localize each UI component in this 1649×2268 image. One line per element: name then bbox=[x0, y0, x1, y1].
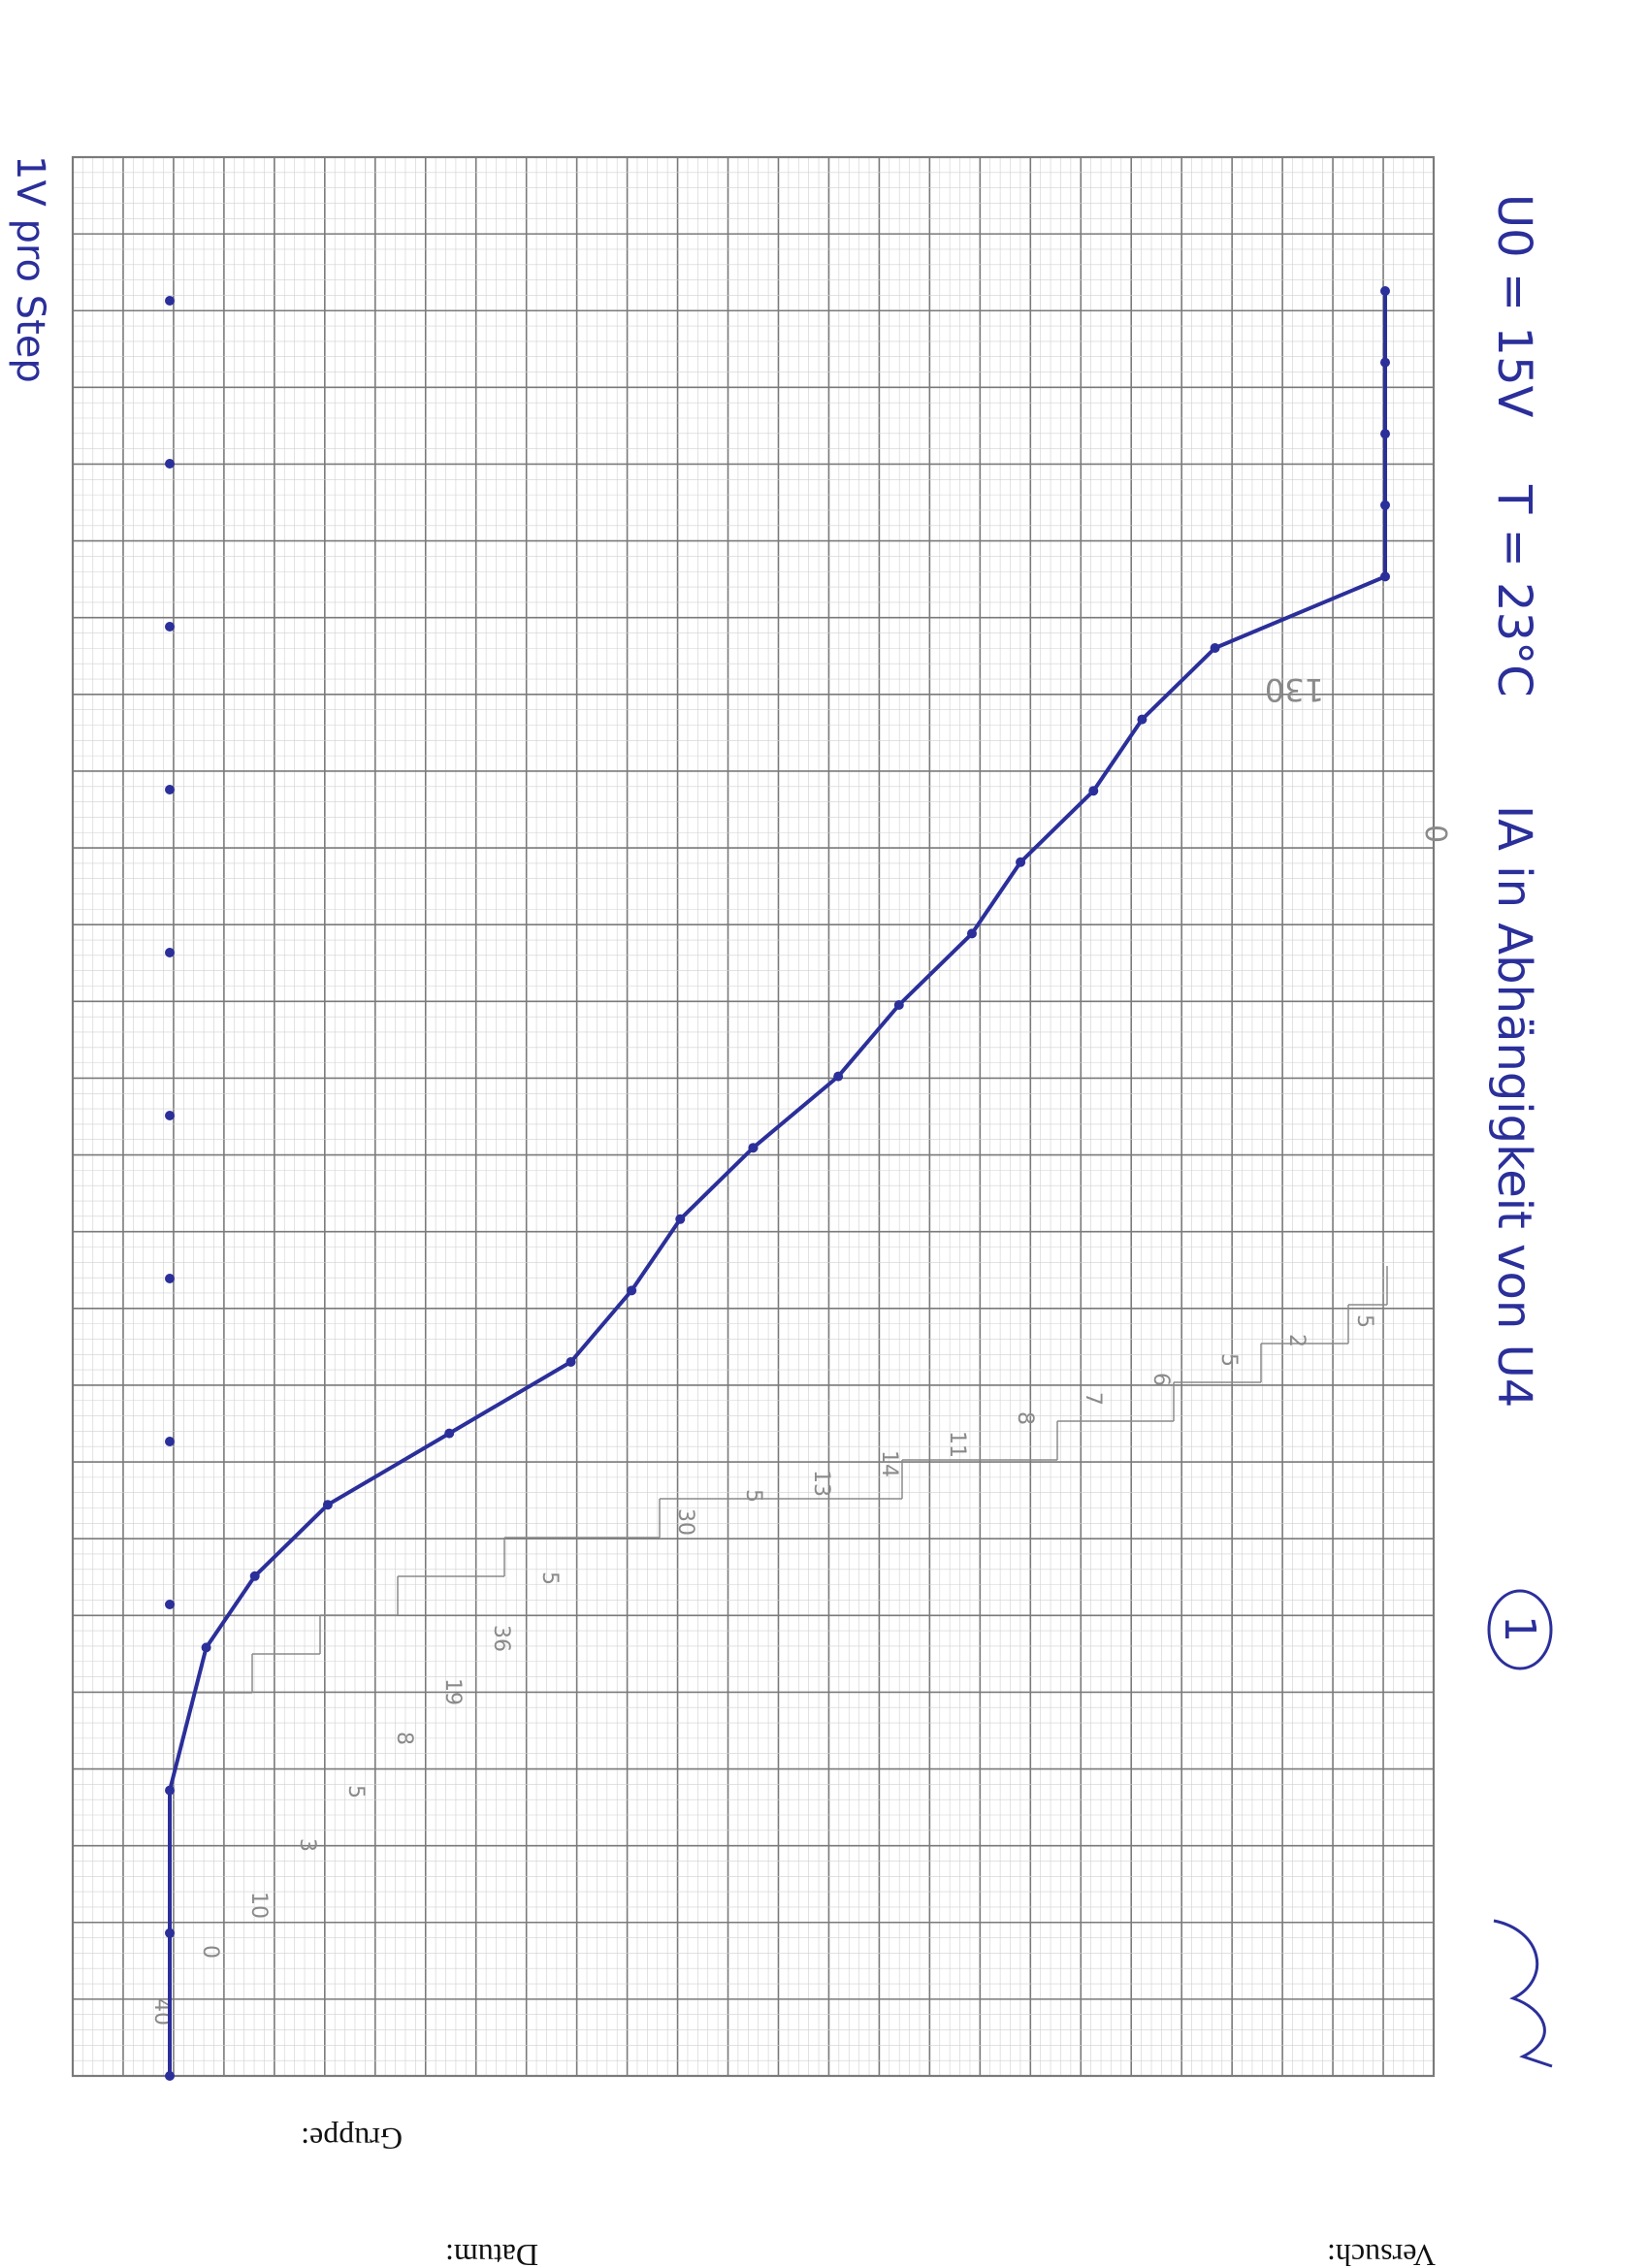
data-point bbox=[1380, 429, 1390, 439]
pencil-step-label: 5 bbox=[741, 1489, 765, 1503]
scale-dot bbox=[165, 1437, 175, 1446]
scale-dot bbox=[165, 1600, 175, 1609]
note-step: 1V pro Step bbox=[8, 155, 52, 383]
data-point bbox=[1088, 786, 1099, 796]
pencil-step-label: 3 bbox=[295, 1838, 319, 1852]
data-point bbox=[893, 1000, 904, 1010]
signature bbox=[1493, 1919, 1553, 2068]
pencil-step-label: 19 bbox=[440, 1678, 465, 1705]
data-point bbox=[1016, 857, 1026, 867]
label-experiment: Versuch: bbox=[1327, 2238, 1436, 2268]
scale-dot bbox=[165, 948, 175, 957]
pencil-step-label: 14 bbox=[877, 1450, 901, 1477]
pencil-step-label: 5 bbox=[537, 1571, 562, 1585]
pencil-step-label: 11 bbox=[945, 1431, 969, 1458]
circled-number-text: 1 bbox=[1495, 1615, 1544, 1642]
pencil-step-label: 13 bbox=[809, 1470, 833, 1497]
pencil-step-label: 2 bbox=[1284, 1334, 1309, 1347]
data-point bbox=[1380, 357, 1390, 368]
data-point bbox=[1210, 643, 1220, 653]
scale-dot bbox=[165, 296, 175, 306]
pencil-step-label: 10 bbox=[246, 1892, 271, 1919]
scale-dot bbox=[165, 1274, 175, 1283]
pencil-step-label: 5 bbox=[1216, 1353, 1241, 1367]
note-temperature: T = 23°C bbox=[1487, 484, 1541, 697]
pencil-step-label: 0 bbox=[198, 1945, 222, 1959]
curve bbox=[165, 286, 1390, 2081]
note-title: IA in Abhängigkeit von U4 bbox=[1487, 805, 1541, 1408]
data-point bbox=[748, 1143, 759, 1153]
series-line bbox=[168, 291, 1387, 2076]
grid-border bbox=[71, 155, 1436, 2078]
circle-mark bbox=[1487, 1589, 1553, 1670]
data-point bbox=[322, 1500, 333, 1510]
pencil-step-label: 8 bbox=[392, 1732, 416, 1745]
pencil-step-label: 5 bbox=[343, 1785, 368, 1798]
data-point bbox=[675, 1214, 686, 1224]
data-point bbox=[627, 1285, 637, 1296]
pencil-step-label: 30 bbox=[673, 1508, 697, 1536]
pencil-step-label: 6 bbox=[1148, 1373, 1173, 1386]
scale-dot bbox=[165, 785, 175, 794]
pencil-step-label: 7 bbox=[1081, 1392, 1105, 1406]
data-point bbox=[833, 1071, 844, 1082]
pencil-label-top-130: 130 bbox=[1265, 671, 1324, 708]
scale-dot bbox=[165, 1111, 175, 1120]
data-point bbox=[201, 1642, 211, 1653]
pencil-label-top-0: 0 bbox=[1418, 825, 1452, 843]
scale-dot bbox=[165, 622, 175, 632]
data-point bbox=[1380, 571, 1390, 582]
data-point bbox=[165, 1785, 175, 1796]
label-date: Datum: bbox=[445, 2238, 538, 2268]
data-point bbox=[1380, 500, 1390, 510]
pencil-step-label: 8 bbox=[1013, 1411, 1037, 1425]
data-point bbox=[165, 1928, 175, 1938]
data-point bbox=[165, 2071, 175, 2081]
data-point bbox=[249, 1571, 260, 1581]
label-group: Gruppe: bbox=[301, 2122, 403, 2156]
scale-dot bbox=[165, 459, 175, 469]
data-point bbox=[1380, 286, 1390, 296]
circled-number: 1 bbox=[1487, 1589, 1553, 1670]
grid bbox=[71, 155, 1436, 2078]
pencil-step-label: 5 bbox=[1352, 1314, 1376, 1328]
data-point bbox=[444, 1428, 455, 1439]
pencil-step-label: 36 bbox=[489, 1625, 513, 1652]
data-point bbox=[1137, 714, 1148, 725]
data-point bbox=[966, 928, 977, 939]
data-point bbox=[566, 1357, 576, 1367]
note-voltage: U0 = 15V bbox=[1487, 194, 1541, 417]
